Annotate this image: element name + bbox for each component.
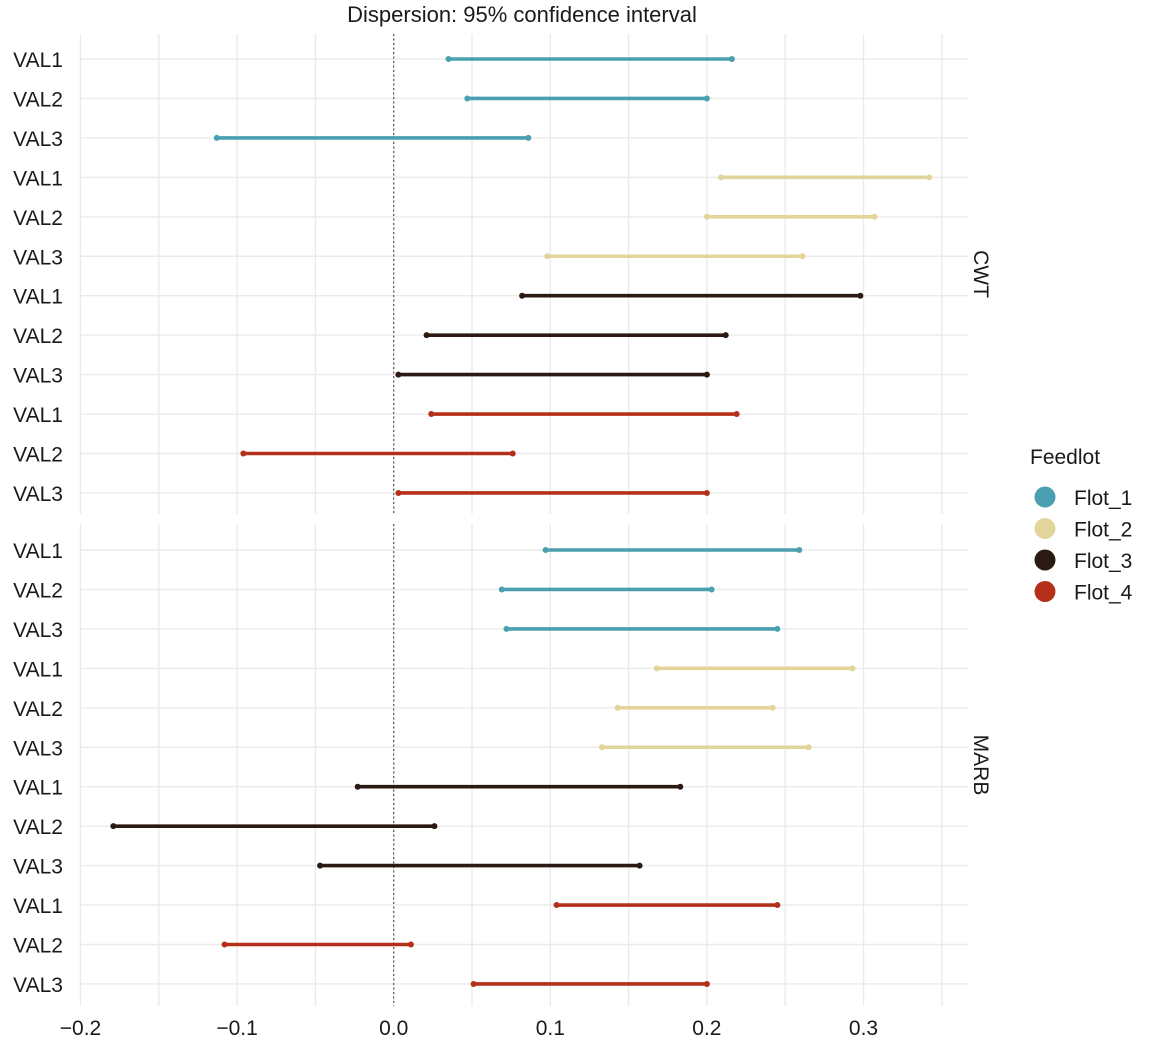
row-label: VAL2 bbox=[13, 207, 63, 230]
x-tick-label: 0.2 bbox=[692, 1017, 721, 1040]
legend-label: Flot_2 bbox=[1074, 519, 1132, 542]
interval-low-point bbox=[544, 253, 551, 260]
interval-high-point bbox=[799, 253, 806, 260]
row-label: VAL2 bbox=[13, 698, 63, 721]
panel-strips: CWT MARB bbox=[969, 250, 992, 795]
legend-label: Flot_3 bbox=[1074, 550, 1132, 573]
x-tick-label: 0.1 bbox=[536, 1017, 565, 1040]
interval-low-point bbox=[213, 134, 220, 141]
row-label: VAL3 bbox=[13, 856, 63, 879]
legend-key-dot bbox=[1034, 581, 1056, 602]
row-label: VAL1 bbox=[13, 777, 63, 800]
row-label: VAL1 bbox=[13, 540, 63, 563]
row-label: VAL1 bbox=[13, 404, 63, 427]
interval-high-point bbox=[774, 625, 781, 632]
interval-low-point bbox=[653, 665, 660, 672]
interval-low-point bbox=[470, 980, 477, 987]
interval-low-point bbox=[519, 292, 526, 299]
interval-high-point bbox=[525, 134, 532, 141]
legend-key-dot bbox=[1034, 518, 1056, 539]
row-label: VAL2 bbox=[13, 935, 63, 958]
row-labels: VAL1 VAL2 VAL3 VAL1 VAL2 VAL3 VAL1 VAL2 VAL3 VAL1… bbox=[13, 49, 63, 997]
interval-low-point bbox=[498, 586, 505, 593]
row-label: VAL2 bbox=[13, 444, 63, 467]
interval-high-point bbox=[774, 902, 781, 909]
legend-key-dot bbox=[1034, 549, 1056, 571]
interval-low-point bbox=[553, 902, 560, 909]
row-label: VAL1 bbox=[13, 895, 63, 918]
legend-key-dot bbox=[1034, 486, 1056, 508]
row-label: VAL3 bbox=[13, 737, 63, 760]
interval-high-point bbox=[708, 586, 715, 593]
row-label: VAL2 bbox=[13, 579, 63, 602]
interval-high-point bbox=[857, 292, 864, 299]
panel-strip-label: MARB bbox=[969, 735, 992, 796]
row-label: VAL2 bbox=[13, 325, 63, 348]
row-label: VAL2 bbox=[13, 816, 63, 839]
row-label: VAL3 bbox=[13, 246, 63, 269]
interval-high-point bbox=[509, 450, 516, 457]
interval-low-point bbox=[221, 941, 228, 948]
row-label: VAL1 bbox=[13, 49, 63, 72]
interval-low-point bbox=[717, 174, 724, 181]
interval-low-point bbox=[395, 489, 402, 496]
interval-high-point bbox=[636, 862, 643, 869]
row-label: VAL2 bbox=[13, 88, 63, 111]
interval-low-point bbox=[423, 332, 430, 339]
interval-high-point bbox=[722, 332, 729, 339]
interval-high-point bbox=[733, 411, 740, 418]
row-label: VAL3 bbox=[13, 128, 63, 151]
x-tick-label: 0.0 bbox=[379, 1017, 408, 1040]
chart-title: Dispersion: 95% confidence interval bbox=[347, 2, 697, 27]
interval-high-point bbox=[769, 704, 776, 711]
interval-low-point bbox=[542, 547, 549, 553]
interval-low-point bbox=[240, 450, 247, 457]
panel-strip-label: CWT bbox=[969, 250, 992, 298]
x-tick-label: −0.1 bbox=[216, 1017, 257, 1040]
x-axis: −0.2 −0.1 0.0 0.1 0.2 0.3 bbox=[60, 1017, 878, 1040]
interval-high-point bbox=[703, 371, 710, 378]
interval-low-point bbox=[317, 862, 324, 869]
row-label: VAL3 bbox=[13, 365, 63, 388]
interval-low-point bbox=[354, 783, 361, 790]
interval-high-point bbox=[728, 56, 735, 62]
interval-high-point bbox=[849, 665, 856, 672]
interval-high-point bbox=[677, 783, 684, 790]
interval-high-point bbox=[805, 744, 812, 751]
interval-high-point bbox=[703, 95, 710, 102]
interval-low-point bbox=[428, 411, 435, 418]
row-label: VAL1 bbox=[13, 286, 63, 309]
row-label: VAL3 bbox=[13, 974, 63, 997]
interval-low-point bbox=[110, 823, 117, 830]
x-tick-label: 0.3 bbox=[849, 1017, 878, 1040]
grid bbox=[79, 34, 968, 1006]
x-tick-label: −0.2 bbox=[60, 1017, 101, 1040]
interval-low-point bbox=[445, 56, 452, 62]
legend-label: Flot_1 bbox=[1074, 487, 1132, 510]
interval-series bbox=[110, 56, 933, 987]
interval-high-point bbox=[703, 980, 710, 987]
interval-low-point bbox=[395, 371, 402, 378]
row-label: VAL1 bbox=[13, 167, 63, 190]
legend-label: Flot_4 bbox=[1074, 582, 1133, 605]
row-label: VAL3 bbox=[13, 483, 63, 506]
interval-low-point bbox=[703, 213, 710, 220]
legend-title: Feedlot bbox=[1030, 446, 1100, 469]
interval-high-point bbox=[796, 547, 803, 553]
row-label: VAL3 bbox=[13, 619, 63, 642]
row-label: VAL1 bbox=[13, 658, 63, 681]
interval-high-point bbox=[407, 941, 414, 948]
interval-high-point bbox=[871, 213, 878, 220]
interval-low-point bbox=[464, 95, 471, 102]
interval-low-point bbox=[598, 744, 605, 751]
legend: Feedlot Flot_1 Flot_2 Flot_3 Flot_4 bbox=[1030, 446, 1133, 605]
interval-high-point bbox=[926, 174, 933, 181]
interval-low-point bbox=[614, 704, 621, 711]
interval-high-point bbox=[431, 823, 438, 830]
interval-low-point bbox=[503, 625, 510, 632]
interval-high-point bbox=[703, 489, 710, 496]
